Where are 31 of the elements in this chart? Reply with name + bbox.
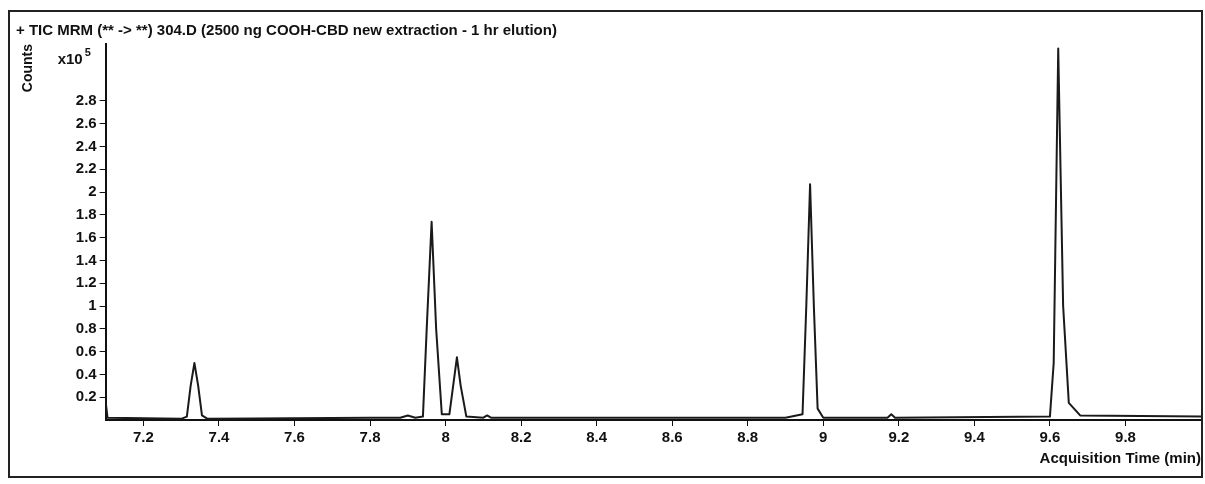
x-tick-label: 9.2 [888, 428, 910, 446]
x-tick-label: 7.6 [284, 428, 305, 446]
x-tick-label: 7.4 [208, 428, 231, 446]
x-tick-label: 9.8 [1115, 428, 1136, 446]
y-tick-label: 0.4 [75, 364, 98, 382]
y-tick-label: 2.6 [75, 113, 97, 131]
y-tick-label: 2.8 [75, 91, 97, 109]
y-tick-label: 1 [88, 296, 97, 314]
x-tick-label: 8.2 [510, 428, 532, 446]
y-tick-label: 1.6 [75, 227, 97, 245]
x-tick-label: 8.6 [661, 428, 683, 446]
x-tick-label: 9.4 [963, 428, 986, 446]
y-tick-label: 0.8 [75, 318, 97, 336]
x-tick-label: 7.2 [132, 428, 154, 446]
y-tick-label: 2.4 [75, 136, 98, 154]
x-tick-label: 7.8 [359, 428, 381, 446]
x-tick-label: 9 [819, 428, 828, 446]
y-tick-label: 0.6 [75, 341, 97, 359]
x-axis-title: Acquisition Time (min) [1039, 449, 1201, 467]
y-tick-label: 1.2 [75, 273, 97, 291]
x-tick-label: 8.8 [737, 428, 759, 446]
chart-title: + TIC MRM (** -> **) 304.D (2500 ng COOH-CBD new extraction - 1 hr elution) [16, 21, 557, 39]
y-axis-title: Counts [19, 43, 36, 93]
x-tick-label: 9.6 [1039, 428, 1061, 446]
y-tick-label: 1.4 [75, 250, 98, 268]
y-tick-label: 0.2 [75, 387, 97, 405]
y-tick-label: 2.2 [75, 159, 97, 177]
x-tick-label: 8.4 [586, 428, 608, 446]
y-tick-label: 1.8 [75, 205, 97, 223]
x-tick-label: 8 [441, 428, 450, 446]
y-tick-label: 2 [88, 182, 97, 200]
